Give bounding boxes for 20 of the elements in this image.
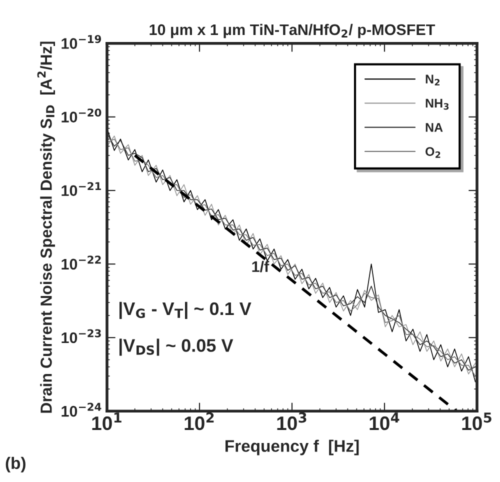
x-axis-title: Frequency f [Hz] bbox=[226, 440, 359, 456]
legend-label: NA bbox=[426, 123, 443, 132]
annotation: |V$_{G}$ - V$_{T}$| ~ 0.1 V bbox=[119, 302, 252, 319]
legend-label: O$_{2}$ bbox=[426, 147, 440, 158]
y-tick-label: 10$^{−19}$ bbox=[62, 35, 102, 49]
y-tick-label: 10$^{−21}$ bbox=[62, 182, 101, 196]
y-tick-label: 10$^{−23}$ bbox=[62, 329, 101, 344]
chart-title: 10 μm x 1 μm TiN-TaN/HfO$_{2}$/ p-MOSFET bbox=[150, 24, 436, 38]
x-tick-label: 10$^{4}$ bbox=[370, 412, 400, 430]
text: (b) bbox=[6, 456, 26, 472]
annotation: 1/f bbox=[252, 260, 270, 272]
legend-label: NH$_{3}$ bbox=[426, 98, 449, 110]
annotation: |V$_{DS}$| ~ 0.05 V bbox=[119, 338, 234, 356]
legend-label: N$_{2}$ bbox=[426, 74, 440, 86]
x-tick-label: 10$^{5}$ bbox=[462, 412, 492, 430]
y-tick-label: 10$^{−20}$ bbox=[62, 108, 102, 122]
y-tick-label: 10$^{−22}$ bbox=[62, 256, 101, 270]
y-axis-title: Drain Current Noise Spectral Density S$_{ID}$ [A$^{2}$/Hz] bbox=[37, 42, 56, 413]
x-tick-label: 10$^{3}$ bbox=[277, 412, 306, 430]
x-tick-label: 10$^{2}$ bbox=[184, 412, 214, 430]
